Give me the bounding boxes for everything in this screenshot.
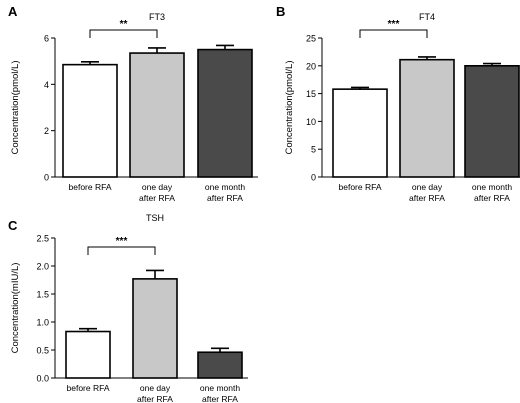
panel-b-x-tick-label: after RFA bbox=[409, 193, 445, 203]
panel-c-label: C bbox=[8, 218, 18, 233]
panel-b-y-tick-label: 10 bbox=[306, 117, 316, 127]
panel-a-bar bbox=[62, 63, 118, 178]
panel-a-bar bbox=[197, 48, 253, 178]
panel-b-y-tick-label: 20 bbox=[306, 61, 316, 71]
panel-c-x-tick-label: one month bbox=[200, 383, 240, 393]
panel-b-bar bbox=[332, 88, 388, 178]
panel-b-significance-label: *** bbox=[388, 19, 400, 30]
panel-a-x-tick-label: before RFA bbox=[69, 182, 112, 192]
panel-a-y-tick-label: 0 bbox=[44, 173, 49, 183]
panel-c-x-tick-label: after RFA bbox=[202, 394, 238, 403]
panel-c-x-tick-label: before RFA bbox=[67, 383, 110, 393]
panel-c-y-tick-label: 2.5 bbox=[36, 234, 49, 244]
panel-b-label: B bbox=[276, 4, 285, 19]
panel-b-title: FT4 bbox=[419, 12, 435, 22]
panel-c-x-tick-label: one day bbox=[140, 383, 171, 393]
panel-c-bar bbox=[197, 351, 243, 379]
panel-a-y-tick-label: 4 bbox=[44, 80, 49, 90]
panel-b-y-tick-label: 5 bbox=[311, 145, 316, 155]
panel-b-y-tick-label: 15 bbox=[306, 89, 316, 99]
panel-c-title: TSH bbox=[146, 213, 164, 223]
panel-b-bar bbox=[399, 58, 455, 178]
panel-a-x-tick-label: after RFA bbox=[139, 193, 175, 203]
panel-b-y-axis-label: Concentration(pmol/L) bbox=[284, 61, 295, 155]
panel-b-significance-bracket bbox=[359, 29, 428, 38]
panel-b-bar bbox=[464, 65, 520, 178]
panel-a-y-axis-label: Concentration(pmol/L) bbox=[10, 61, 21, 155]
panel-a-x-tick-label: after RFA bbox=[207, 193, 243, 203]
panel-a-x-tick-label: one day bbox=[142, 182, 173, 192]
panel-c-y-tick-label: 1.5 bbox=[36, 290, 49, 300]
panel-c-x-tick-label: after RFA bbox=[137, 394, 173, 403]
panel-a-bar bbox=[129, 52, 185, 178]
panel-a-title: FT3 bbox=[149, 12, 165, 22]
panel-c-significance-label: *** bbox=[116, 236, 128, 247]
panel-b-x-tick-label: after RFA bbox=[474, 193, 510, 203]
panel-a-significance-bracket bbox=[89, 29, 158, 38]
panel-a-significance-label: ** bbox=[120, 19, 128, 30]
panel-b-y-tick-label: 25 bbox=[306, 34, 316, 44]
panel-b-x-tick-label: one day bbox=[412, 182, 443, 192]
panel-a-y-tick-label: 6 bbox=[44, 34, 49, 44]
panel-b-x-tick-label: one month bbox=[472, 182, 512, 192]
panel-c-bar bbox=[65, 330, 111, 379]
panel-b-x-tick-label: before RFA bbox=[339, 182, 382, 192]
panel-c-significance-bracket bbox=[87, 246, 156, 255]
panel-a-y-tick-label: 2 bbox=[44, 126, 49, 136]
panel-c-y-tick-label: 2.0 bbox=[36, 262, 49, 272]
panel-a-label: A bbox=[8, 4, 18, 19]
panel-a-x-tick-label: one month bbox=[205, 182, 245, 192]
panel-c-bar bbox=[132, 278, 178, 379]
panel-c-y-tick-label: 0.5 bbox=[36, 346, 49, 356]
panel-b-y-tick-label: 0 bbox=[311, 173, 316, 183]
panel-c-y-tick-label: 0.0 bbox=[36, 374, 49, 384]
panel-c-y-axis-label: Concentration(mIU/L) bbox=[10, 263, 21, 354]
panel-c-y-tick-label: 1.0 bbox=[36, 318, 49, 328]
